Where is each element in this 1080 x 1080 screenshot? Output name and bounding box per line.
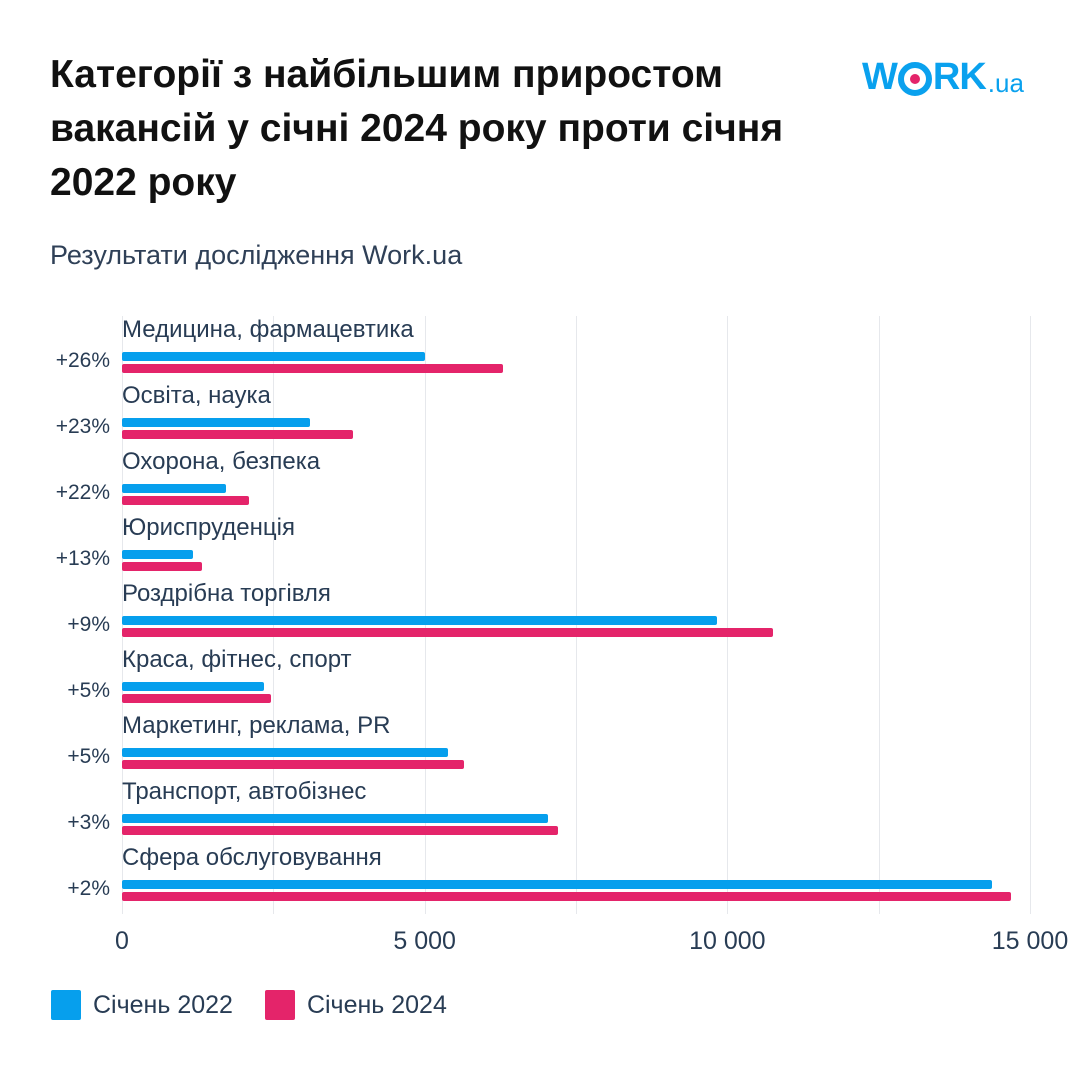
- chart-title: Категорії з найбільшим приростом вакансі…: [50, 53, 784, 204]
- category-label: Транспорт, автобізнес: [122, 778, 367, 805]
- gridline: [424, 316, 426, 914]
- bar-2024: [122, 826, 558, 835]
- bar-2024: [122, 430, 354, 439]
- growth-label: +5%: [67, 745, 110, 768]
- logo-rk: RK: [932, 56, 987, 98]
- x-axis-tick: 10 000: [689, 927, 766, 955]
- growth-label: +3%: [67, 811, 110, 834]
- growth-label: +9%: [67, 613, 110, 636]
- gridline: [273, 316, 275, 914]
- bar-2022: [122, 550, 193, 559]
- logo-suffix: .ua: [987, 68, 1024, 98]
- bar-2024: [122, 892, 1011, 901]
- bar-2022: [122, 484, 227, 493]
- bar-row: Транспорт, автобізнес +3%: [0, 778, 1080, 844]
- category-label: Медицина, фармацевтика: [122, 316, 414, 343]
- bar-2022: [122, 880, 993, 889]
- bar-row: Охорона, безпека +22%: [0, 448, 1080, 514]
- gridline: [878, 316, 880, 914]
- workua-logo: W RK .ua: [862, 56, 1024, 99]
- bar-2024: [122, 760, 464, 769]
- category-label: Роздрібна торгівля: [122, 580, 331, 607]
- bar-2022: [122, 814, 548, 823]
- bar-2022: [122, 418, 310, 427]
- bar-2022: [122, 748, 448, 757]
- bar-row: Сфера обслуговування +2%: [0, 844, 1080, 910]
- gridline: [1030, 316, 1031, 914]
- x-axis-tick: 15 000: [991, 927, 1069, 955]
- category-label: Охорона, безпека: [122, 448, 321, 475]
- bar-2024: [122, 628, 774, 637]
- legend-swatch-2024: [264, 990, 295, 1020]
- bar-2022: [122, 682, 264, 691]
- bar-row: Освіта, наука +23%: [0, 382, 1080, 448]
- bar-2024: [122, 496, 250, 505]
- legend-label: Січень 2022: [93, 990, 233, 1019]
- x-axis-tick: 0: [115, 927, 129, 955]
- gridline: [576, 316, 577, 914]
- bar-row: Юриспруденція +13%: [0, 514, 1080, 580]
- bar-2022: [122, 616, 718, 625]
- growth-label: +2%: [67, 877, 110, 900]
- legend-swatch-2022: [51, 990, 81, 1020]
- bar-2024: [122, 694, 271, 703]
- legend-label: Січень 2024: [306, 990, 447, 1019]
- gridline: [122, 316, 123, 914]
- growth-label: +23%: [55, 415, 110, 438]
- growth-label: +5%: [67, 679, 110, 702]
- gridline: [727, 316, 729, 914]
- bar-row: Роздрібна торгівля +9%: [0, 580, 1080, 646]
- category-label: Юриспруденція: [122, 514, 295, 541]
- growth-label: +22%: [55, 481, 110, 504]
- bar-row: Медицина, фармацевтика +26%: [0, 316, 1080, 382]
- bar-2024: [122, 562, 202, 571]
- bar-2022: [122, 352, 425, 361]
- category-label: Краса, фітнес, спорт: [122, 646, 352, 673]
- growth-label: +26%: [55, 349, 110, 372]
- chart-legend: Січень 2022 Січень 2024: [51, 990, 479, 1020]
- chart-subtitle: Результати дослідження Work.ua: [50, 240, 463, 270]
- logo-w: W: [862, 56, 898, 98]
- category-label: Освіта, наука: [122, 382, 271, 409]
- logo-target-icon: [897, 62, 932, 96]
- legend-item-2022: Січень 2022: [51, 990, 233, 1020]
- x-axis-tick: 5 000: [393, 927, 456, 955]
- bar-row: Краса, фітнес, спорт +5%: [0, 646, 1080, 712]
- bar-2024: [122, 364, 504, 373]
- bar-row: Маркетинг, реклама, PR +5%: [0, 712, 1080, 778]
- growth-label: +13%: [55, 547, 110, 570]
- legend-item-2024: Січень 2024: [264, 990, 447, 1020]
- category-label: Сфера обслуговування: [122, 844, 382, 871]
- category-label: Маркетинг, реклама, PR: [122, 712, 391, 739]
